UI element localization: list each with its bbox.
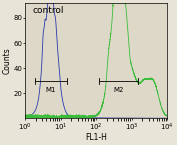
Text: M2: M2 (113, 87, 124, 93)
X-axis label: FL1-H: FL1-H (85, 133, 107, 142)
Text: control: control (32, 6, 64, 15)
Text: M1: M1 (46, 87, 56, 93)
Y-axis label: Counts: Counts (3, 47, 12, 74)
